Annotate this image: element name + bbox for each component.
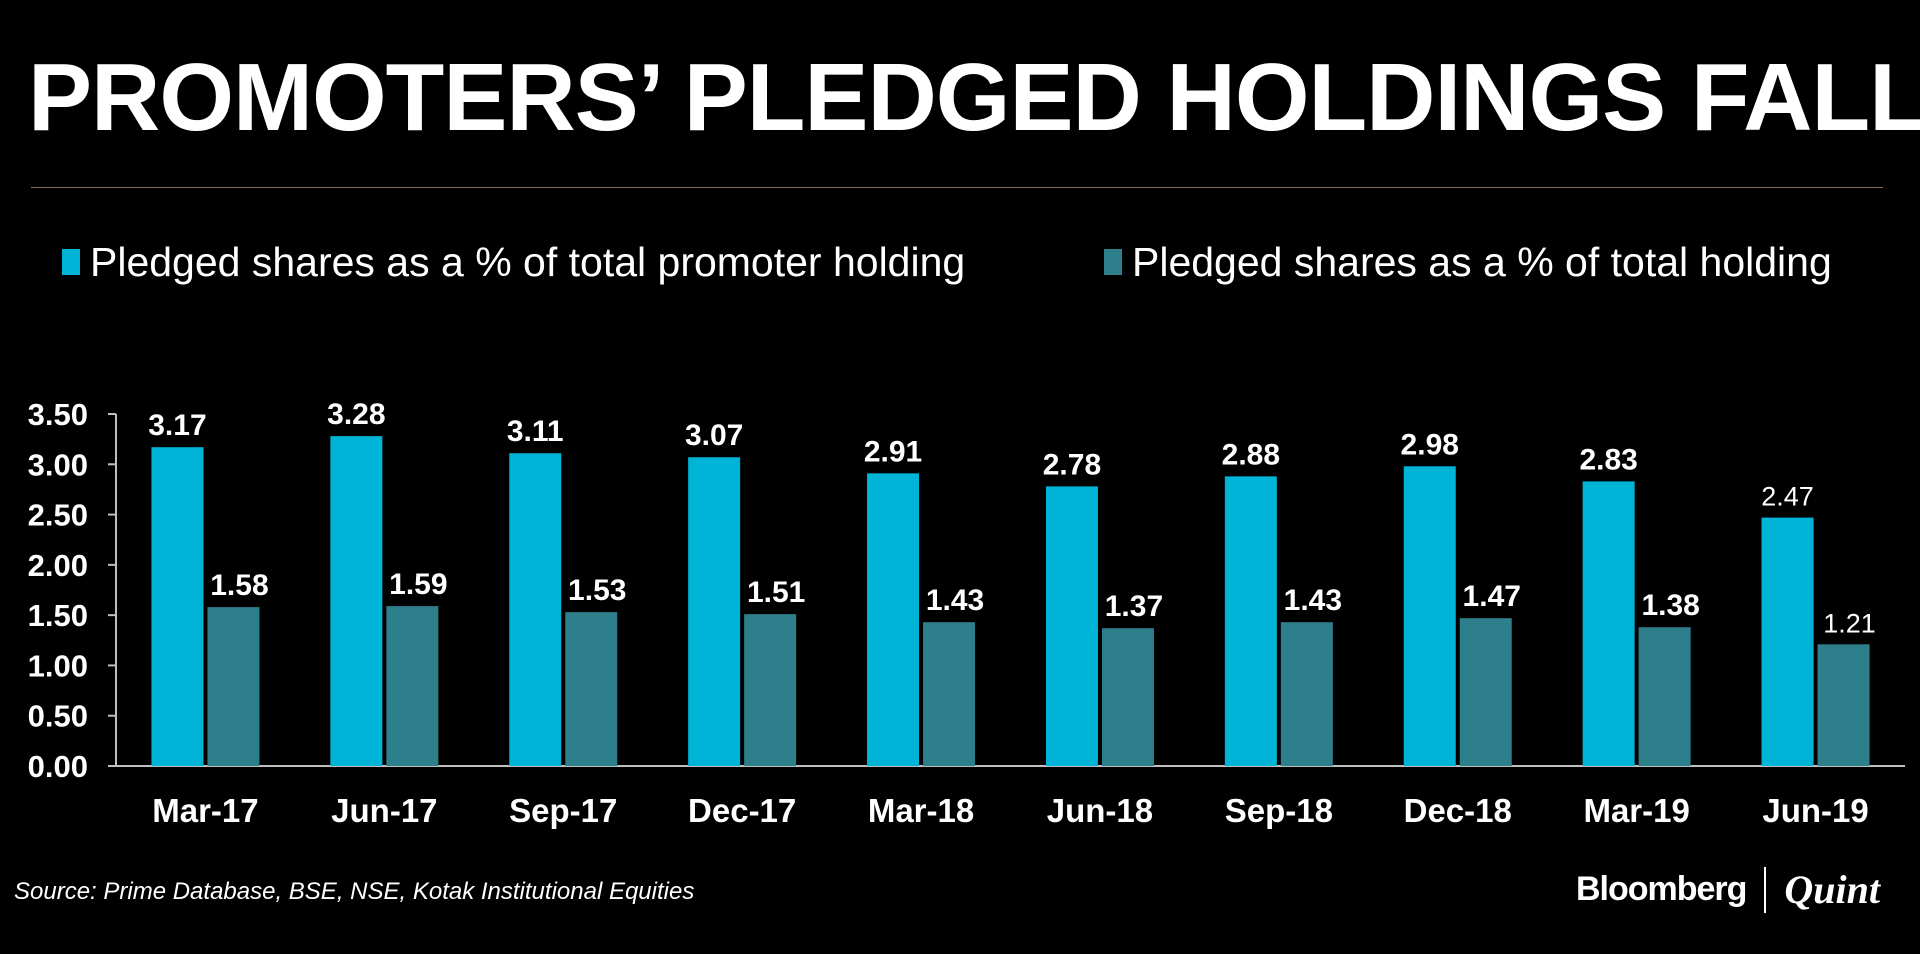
bar-total-holding <box>386 606 439 766</box>
bar-total-holding <box>565 612 618 766</box>
data-label-promoter-holding: 3.28 <box>327 398 385 431</box>
x-tick-label: Mar-18 <box>868 792 974 829</box>
brand-name-bloomberg: Bloomberg <box>1575 870 1747 908</box>
bar-promoter-holding <box>151 447 204 766</box>
y-tick-label: 1.50 <box>28 598 88 633</box>
x-tick-label: Dec-17 <box>688 792 796 829</box>
bar-promoter-holding <box>688 457 741 766</box>
x-tick-label: Sep-18 <box>1225 792 1333 829</box>
bar-total-holding <box>923 622 976 766</box>
bar-promoter-holding <box>1045 486 1098 766</box>
x-tick-label: Mar-19 <box>1583 792 1689 829</box>
data-label-total-holding: 1.51 <box>747 576 805 609</box>
data-label-promoter-holding: 2.83 <box>1579 443 1637 476</box>
data-label-total-holding: 1.58 <box>210 569 268 602</box>
legend-item-total-holding: Pledged shares as a % of total holding <box>1104 236 1832 288</box>
bar-promoter-holding <box>1403 466 1456 766</box>
bar-promoter-holding <box>330 436 383 766</box>
bar-promoter-holding <box>1761 517 1814 766</box>
bar-total-holding <box>207 607 260 766</box>
data-label-promoter-holding: 2.91 <box>864 435 922 468</box>
y-tick-label: 2.50 <box>28 498 88 533</box>
brand-name-quint: Quint <box>1784 867 1880 912</box>
bar-promoter-holding <box>867 473 920 766</box>
x-tick-label: Mar-17 <box>152 792 258 829</box>
y-tick-label: 2.00 <box>28 548 88 583</box>
x-tick-label: Jun-19 <box>1762 792 1868 829</box>
data-label-promoter-holding: 3.17 <box>148 409 206 442</box>
bar-total-holding <box>1638 627 1691 766</box>
brand-separator <box>1764 866 1767 913</box>
chart-title: PROMOTERS’ PLEDGED HOLDINGS FALL <box>28 44 1920 151</box>
brand-logo: Bloomberg Quint <box>1576 866 1880 913</box>
title-divider <box>31 187 1883 188</box>
x-tick-label: Sep-17 <box>509 792 617 829</box>
y-tick-label: 3.50 <box>28 397 88 432</box>
legend-swatch-promoter-holding <box>62 249 80 275</box>
data-label-total-holding: 1.38 <box>1641 589 1699 622</box>
y-tick-label: 1.00 <box>28 648 88 683</box>
bar-promoter-holding <box>509 453 562 766</box>
data-label-total-holding: 1.37 <box>1105 590 1163 623</box>
data-label-total-holding: 1.59 <box>389 568 447 601</box>
legend-swatch-total-holding <box>1104 249 1122 275</box>
source-note: Source: Prime Database, BSE, NSE, Kotak … <box>14 878 695 905</box>
x-tick-label: Jun-17 <box>331 792 437 829</box>
bar-promoter-holding <box>1582 481 1635 766</box>
bar-promoter-holding <box>1224 476 1277 766</box>
legend-label-total-holding: Pledged shares as a % of total holding <box>1132 238 1832 285</box>
data-label-promoter-holding: 2.98 <box>1401 428 1459 461</box>
data-label-promoter-holding: 3.11 <box>507 415 564 448</box>
data-label-total-holding: 1.47 <box>1463 580 1521 613</box>
bar-total-holding <box>1817 644 1870 766</box>
legend-item-promoter-holding: Pledged shares as a % of total promoter … <box>62 236 965 288</box>
y-tick-label: 0.00 <box>28 749 88 784</box>
data-label-total-holding: 1.43 <box>926 584 984 617</box>
data-label-promoter-holding: 2.88 <box>1222 438 1280 471</box>
data-label-total-holding: 1.21 <box>1823 608 1876 638</box>
y-tick-label: 3.00 <box>28 447 88 482</box>
legend-label-promoter-holding: Pledged shares as a % of total promoter … <box>90 238 966 285</box>
data-label-promoter-holding: 2.47 <box>1761 482 1814 512</box>
data-label-total-holding: 1.43 <box>1284 584 1342 617</box>
bar-total-holding <box>1101 628 1154 766</box>
bar-total-holding <box>1459 618 1512 766</box>
bar-total-holding <box>1280 622 1333 766</box>
x-tick-label: Dec-18 <box>1404 792 1512 829</box>
bar-total-holding <box>744 614 797 766</box>
data-label-promoter-holding: 2.78 <box>1043 448 1101 481</box>
data-label-total-holding: 1.53 <box>568 574 626 607</box>
y-tick-label: 0.50 <box>28 699 88 734</box>
x-tick-label: Jun-18 <box>1047 792 1153 829</box>
data-label-promoter-holding: 3.07 <box>685 419 743 452</box>
